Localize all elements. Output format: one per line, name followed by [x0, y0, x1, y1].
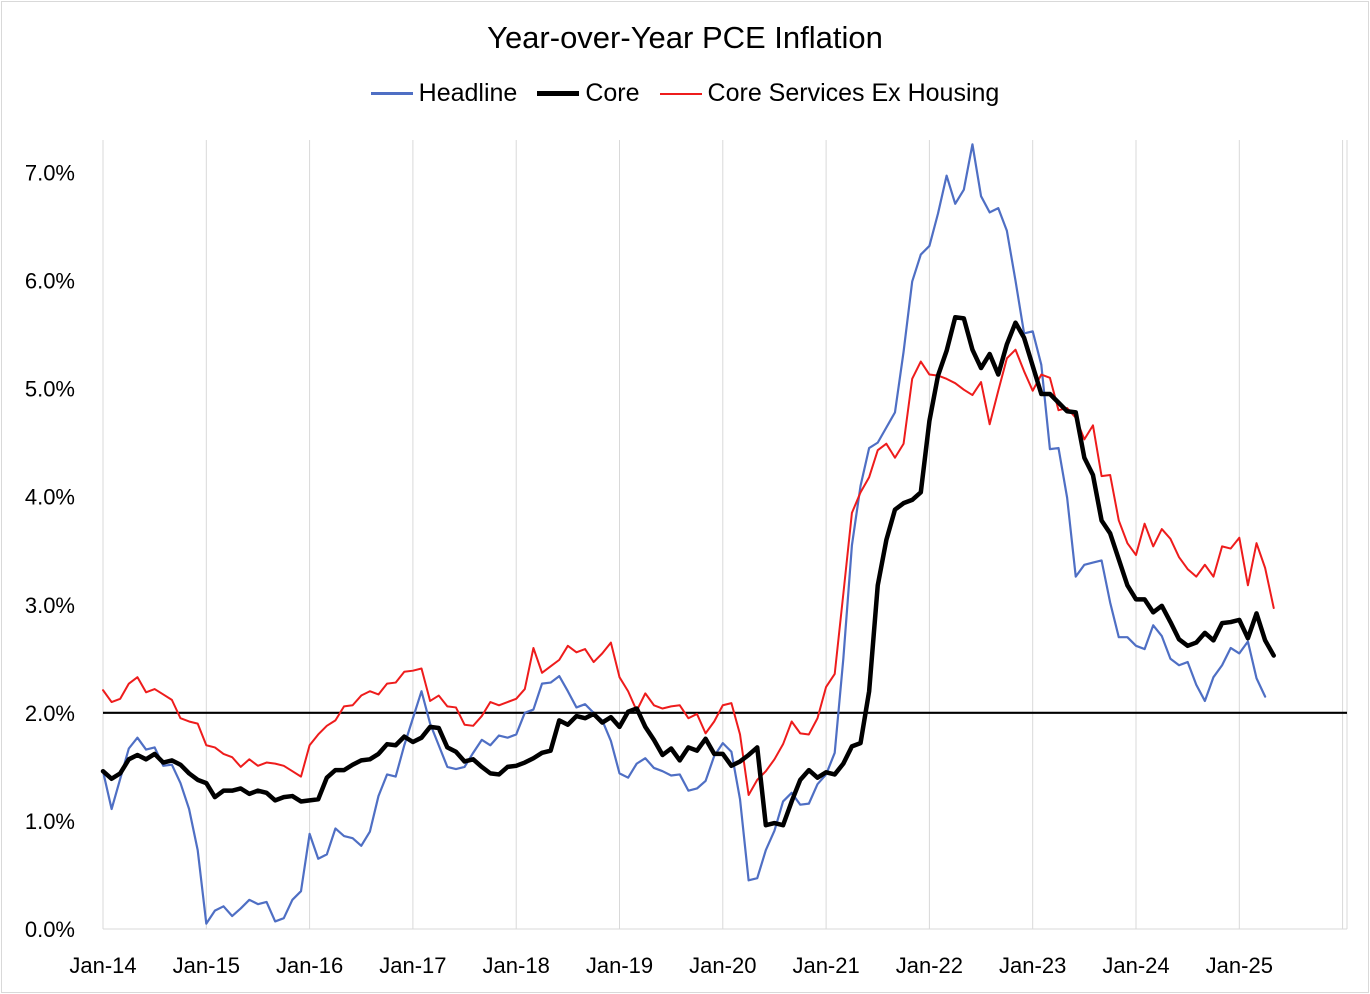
legend: Headline Core Core Services Ex Housing: [0, 79, 1370, 108]
x-tick-label: Jan-22: [896, 953, 963, 978]
y-axis-tick-labels: 0.0% 1.0% 2.0% 3.0% 4.0% 5.0% 6.0% 7.0%: [25, 160, 75, 942]
series-lines: [100, 143, 1276, 925]
y-tick-label: 7.0%: [25, 160, 75, 185]
y-tick-label: 1.0%: [25, 809, 75, 834]
x-axis-tick-labels: Jan-14 Jan-15 Jan-16 Jan-17 Jan-18 Jan-19 Jan-…: [69, 953, 1273, 978]
legend-swatch-headline: [370, 92, 413, 95]
x-tick-label: Jan-18: [483, 953, 550, 978]
gridlines: [102, 140, 1348, 930]
series-line-core-services-ex-housing: [102, 348, 1275, 796]
legend-label-core-services-ex-housing: Core Services Ex Housing: [707, 79, 1000, 107]
series-line-headline: [101, 143, 1267, 925]
x-tick-label: Jan-24: [1102, 953, 1169, 978]
legend-item-headline: Headline: [370, 79, 518, 108]
x-tick-label: Jan-17: [379, 953, 446, 978]
x-tick-label: Jan-16: [276, 953, 343, 978]
legend-swatch-core-services-ex-housing: [659, 92, 702, 95]
x-tick-label: Jan-21: [792, 953, 859, 978]
x-tick-label: Jan-25: [1206, 953, 1273, 978]
legend-item-core-services-ex-housing: Core Services Ex Housing: [659, 79, 1000, 108]
y-tick-label: 2.0%: [25, 701, 75, 726]
chart-title: Year-over-Year PCE Inflation: [487, 20, 883, 55]
legend-label-headline: Headline: [418, 79, 518, 107]
x-tick-label: Jan-19: [586, 953, 653, 978]
y-tick-label: 4.0%: [25, 485, 75, 510]
x-tick-label: Jan-15: [173, 953, 240, 978]
legend-swatch-core: [537, 91, 580, 96]
x-tick-label: Jan-14: [69, 953, 136, 978]
legend-label-core: Core: [585, 79, 640, 107]
legend-item-core: Core: [537, 79, 640, 108]
y-tick-label: 5.0%: [25, 377, 75, 402]
x-tick-label: Jan-20: [689, 953, 756, 978]
y-tick-label: 6.0%: [25, 269, 75, 294]
y-tick-label: 0.0%: [25, 917, 75, 942]
series-line-core: [100, 315, 1276, 828]
x-tick-label: Jan-23: [999, 953, 1066, 978]
y-tick-label: 3.0%: [25, 593, 75, 618]
